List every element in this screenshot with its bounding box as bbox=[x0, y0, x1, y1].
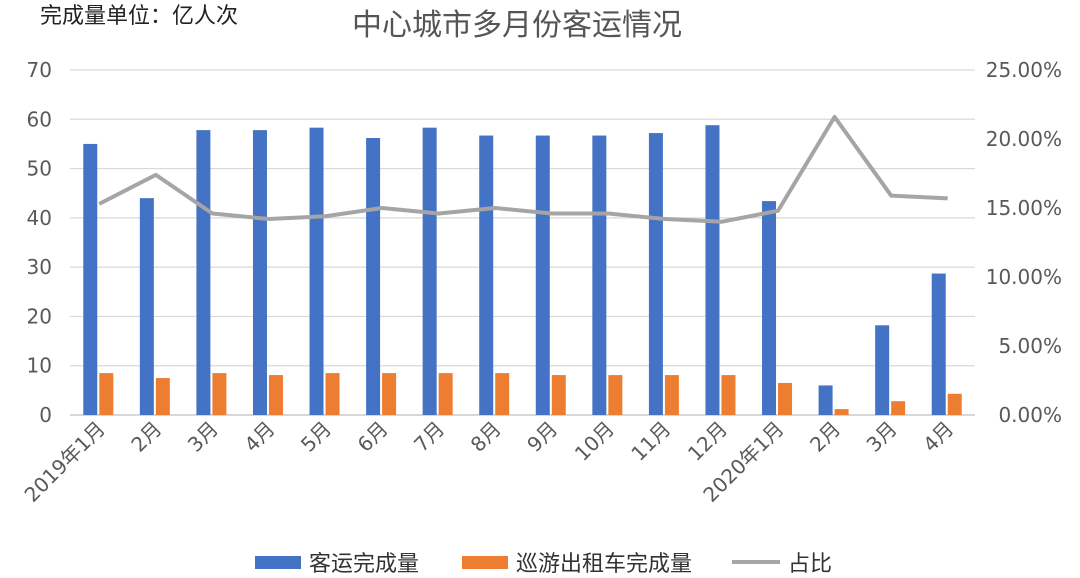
x-tick-label: 6月 bbox=[353, 417, 393, 457]
right-tick-label: 10.00% bbox=[986, 265, 1062, 289]
bar-passenger bbox=[932, 274, 946, 415]
bar-taxi bbox=[552, 375, 566, 415]
right-axis: 0.00% 5.00% 10.00% 15.00% 20.00% 25.00% bbox=[986, 58, 1062, 427]
legend-swatch-passenger bbox=[255, 556, 301, 569]
x-tick-label: 2月 bbox=[805, 417, 845, 457]
bar-taxi bbox=[891, 401, 905, 415]
legend-swatch-ratio bbox=[732, 560, 780, 564]
left-tick-label: 10 bbox=[27, 354, 52, 378]
bar-passenger bbox=[592, 136, 606, 415]
bar-passenger bbox=[875, 325, 889, 415]
bar-passenger bbox=[83, 144, 97, 415]
right-tick-label: 15.00% bbox=[986, 196, 1062, 220]
bar-passenger bbox=[649, 133, 663, 415]
bar-passenger bbox=[366, 138, 380, 415]
legend-label-passenger: 客运完成量 bbox=[309, 546, 419, 578]
legend-item-taxi: 巡游出租车完成量 bbox=[462, 546, 692, 578]
x-tick-label: 5月 bbox=[296, 417, 336, 457]
ratio-line bbox=[99, 117, 948, 222]
left-axis: 0 10 20 30 40 50 60 70 bbox=[27, 58, 52, 427]
x-tick-label: 2019年1月 bbox=[20, 417, 110, 507]
x-tick-label: 8月 bbox=[466, 417, 506, 457]
x-tick-label: 2月 bbox=[126, 417, 166, 457]
x-tick-label: 11月 bbox=[626, 417, 675, 466]
bar-taxi bbox=[439, 373, 453, 415]
bar-passenger bbox=[310, 128, 324, 415]
bar-taxi bbox=[212, 373, 226, 415]
x-tick-label: 4月 bbox=[918, 417, 958, 457]
bar-taxi bbox=[721, 375, 735, 415]
legend: 客运完成量 巡游出租车完成量 占比 bbox=[0, 546, 1080, 576]
legend-label-taxi: 巡游出租车完成量 bbox=[516, 546, 692, 578]
bar-passenger bbox=[762, 201, 776, 415]
x-tick-label: 3月 bbox=[862, 417, 902, 457]
bar-passenger bbox=[423, 128, 437, 415]
left-tick-label: 70 bbox=[27, 58, 52, 82]
bar-passenger bbox=[253, 130, 267, 415]
legend-label-ratio: 占比 bbox=[788, 546, 832, 578]
x-tick-label: 10月 bbox=[570, 417, 619, 466]
ratio-line-path bbox=[99, 117, 947, 222]
right-tick-label: 25.00% bbox=[986, 58, 1062, 82]
bar-passenger bbox=[536, 136, 550, 415]
bar-taxi bbox=[948, 394, 962, 415]
bar-taxi bbox=[99, 373, 113, 415]
left-tick-label: 30 bbox=[27, 255, 52, 279]
right-tick-label: 20.00% bbox=[986, 127, 1062, 151]
right-tick-label: 5.00% bbox=[998, 334, 1062, 358]
x-tick-label: 3月 bbox=[183, 417, 223, 457]
x-tick-label: 7月 bbox=[409, 417, 449, 457]
legend-item-passenger: 客运完成量 bbox=[255, 546, 419, 578]
legend-item-ratio: 占比 bbox=[732, 546, 832, 578]
left-tick-label: 0 bbox=[39, 403, 52, 427]
bar-taxi bbox=[495, 373, 509, 415]
bar-taxi bbox=[156, 378, 170, 415]
x-tick-label: 9月 bbox=[522, 417, 562, 457]
bar-taxi bbox=[326, 373, 340, 415]
right-tick-label: 0.00% bbox=[998, 403, 1062, 427]
left-tick-label: 20 bbox=[27, 304, 52, 328]
bar-passenger bbox=[705, 125, 719, 415]
legend-swatch-taxi bbox=[462, 556, 508, 569]
bar-passenger bbox=[196, 130, 210, 415]
bar-taxi bbox=[835, 409, 849, 415]
left-tick-label: 50 bbox=[27, 157, 52, 181]
bar-taxi bbox=[269, 375, 283, 415]
bar-taxi bbox=[778, 383, 792, 415]
bar-passenger bbox=[140, 198, 154, 415]
x-tick-label: 4月 bbox=[239, 417, 279, 457]
bar-taxi bbox=[665, 375, 679, 415]
bar-taxi bbox=[382, 373, 396, 415]
bar-passenger bbox=[819, 385, 833, 415]
bar-passenger bbox=[479, 136, 493, 415]
left-tick-label: 60 bbox=[27, 107, 52, 131]
left-tick-label: 40 bbox=[27, 206, 52, 230]
x-tick-label: 12月 bbox=[683, 417, 732, 466]
bar-taxi bbox=[608, 375, 622, 415]
